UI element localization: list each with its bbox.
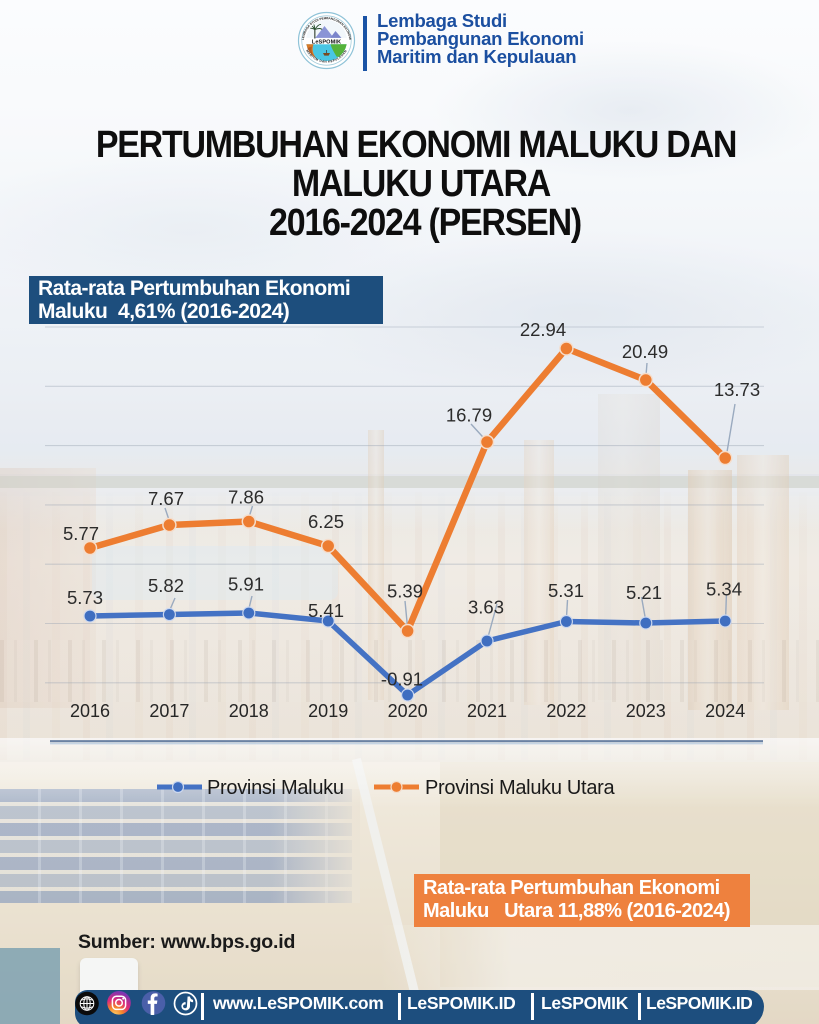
svg-text:5.39: 5.39	[387, 581, 423, 602]
svg-text:PERTUMBUHAN EKONOMI MALUKU DAN: PERTUMBUHAN EKONOMI MALUKU DAN	[96, 122, 736, 165]
svg-text:2016-2024 (PERSEN): 2016-2024 (PERSEN)	[269, 200, 581, 243]
svg-text:20.49: 20.49	[622, 341, 668, 362]
svg-text:7.86: 7.86	[228, 487, 264, 508]
svg-text:MALUKU UTARA: MALUKU UTARA	[292, 161, 551, 204]
svg-text:2024: 2024	[705, 701, 745, 721]
svg-text:6.25: 6.25	[308, 511, 344, 532]
svg-text:2019: 2019	[308, 701, 348, 721]
svg-text:5.31: 5.31	[548, 580, 584, 601]
svg-text:16.79: 16.79	[446, 405, 492, 426]
svg-text:Provinsi Maluku: Provinsi Maluku	[207, 777, 344, 799]
svg-text:5.91: 5.91	[228, 574, 264, 595]
svg-text:2023: 2023	[626, 701, 666, 721]
svg-text:2021: 2021	[467, 701, 507, 721]
svg-text:Provinsi Maluku Utara: Provinsi Maluku Utara	[425, 777, 616, 799]
svg-text:5.82: 5.82	[148, 575, 184, 596]
svg-text:2017: 2017	[149, 701, 189, 721]
svg-text:-0.91: -0.91	[381, 669, 423, 690]
svg-text:7.67: 7.67	[148, 488, 184, 509]
svg-text:2022: 2022	[546, 701, 586, 721]
svg-text:3.63: 3.63	[468, 597, 504, 618]
svg-text:5.73: 5.73	[67, 587, 103, 608]
svg-text:5.77: 5.77	[63, 523, 99, 544]
svg-text:2020: 2020	[388, 701, 428, 721]
svg-text:2016: 2016	[70, 701, 110, 721]
svg-text:LeSPOMIK: LeSPOMIK	[312, 39, 341, 45]
svg-text:5.34: 5.34	[706, 579, 742, 600]
svg-text:13.73: 13.73	[714, 379, 760, 400]
svg-text:5.41: 5.41	[308, 600, 344, 621]
svg-text:5.21: 5.21	[626, 582, 662, 603]
svg-text:22.94: 22.94	[520, 319, 566, 340]
svg-text:2018: 2018	[229, 701, 269, 721]
